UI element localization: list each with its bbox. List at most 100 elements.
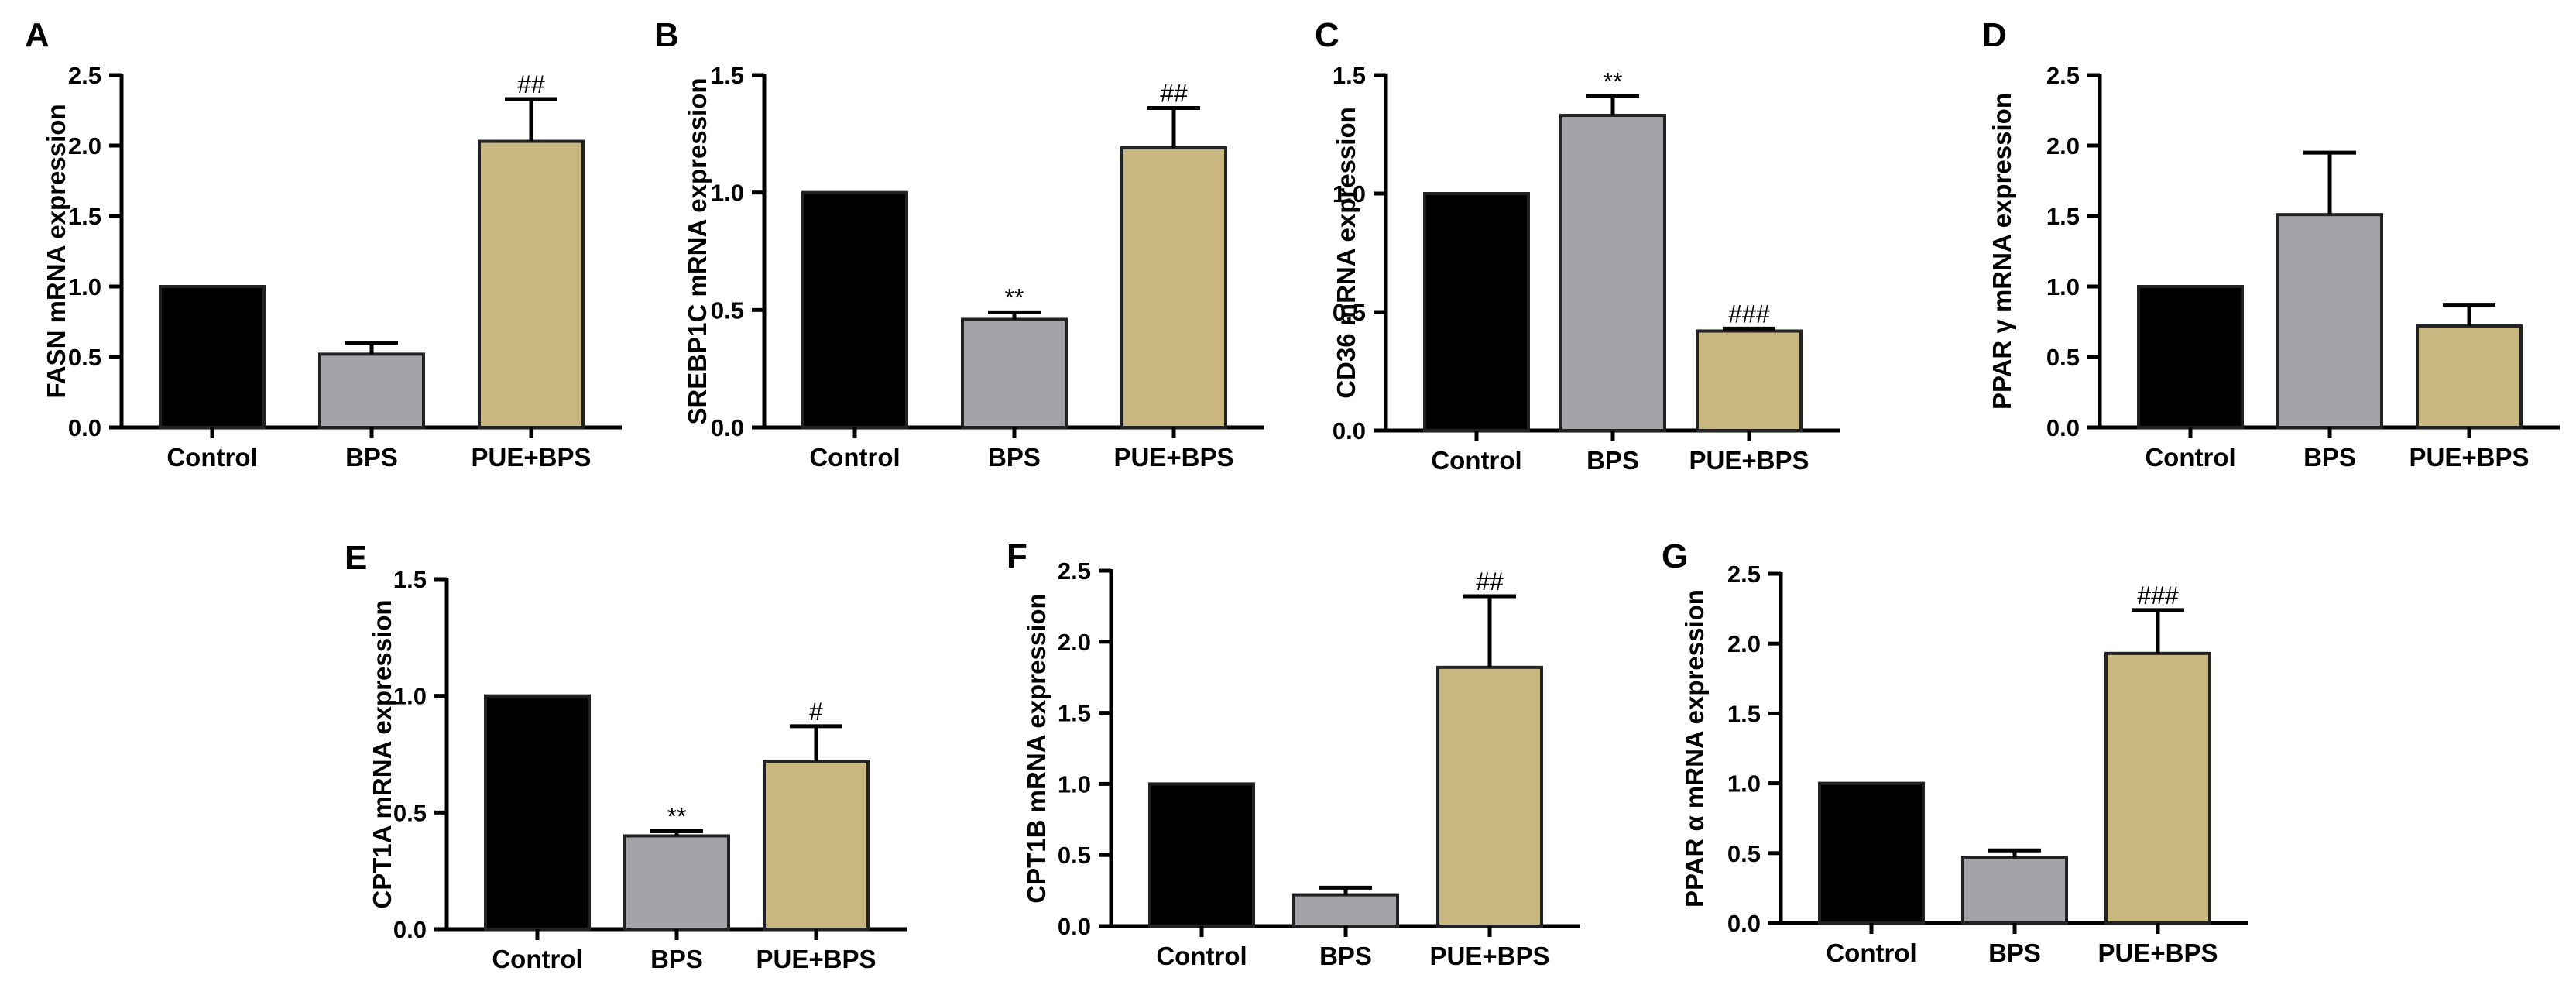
y-tick-label: 0.0: [1727, 910, 1761, 937]
bar-pue-bps: [2416, 324, 2523, 429]
y-tick-label: 1.5: [2046, 203, 2080, 230]
x-tick-label: BPS: [1319, 942, 1372, 970]
x-tick-label: BPS: [988, 443, 1041, 472]
x-tick-label: BPS: [1586, 446, 1639, 475]
y-tick-label: 0.0: [711, 414, 744, 441]
bar-bps: [623, 834, 730, 932]
y-tick-label: 1.5: [68, 203, 101, 230]
y-axis-label: SREBP1C mRNA expression: [683, 77, 712, 424]
y-tick-label: 2.0: [2046, 132, 2080, 160]
significance-mark: **: [667, 802, 687, 830]
bar-control: [1423, 192, 1530, 432]
x-tick-label: Control: [492, 945, 582, 973]
x-tick-label: Control: [809, 443, 900, 472]
y-tick-label: 1.0: [1058, 770, 1091, 798]
y-tick-label: 2.5: [1727, 561, 1761, 588]
y-tick-label: 1.0: [68, 273, 101, 300]
y-tick-label: 1.0: [393, 683, 427, 710]
y-tick-label: 2.0: [68, 132, 101, 160]
significance-mark: ##: [1160, 79, 1188, 107]
panel-letter: E: [345, 539, 367, 577]
x-tick-label: PUE+BPS: [1689, 446, 1809, 475]
bar-bps: [2276, 213, 2383, 429]
y-tick-label: 1.0: [1727, 770, 1761, 798]
y-axis-label: CPT1B mRNA expression: [1022, 593, 1051, 903]
bar-control: [1818, 781, 1925, 925]
x-tick-label: Control: [1431, 446, 1521, 475]
y-tick-label: 0.0: [68, 414, 101, 441]
x-tick-label: Control: [166, 443, 257, 472]
y-tick-label: 1.5: [1727, 700, 1761, 727]
bar-control: [801, 190, 908, 430]
x-tick-label: Control: [2145, 443, 2235, 472]
panel-letter: B: [654, 16, 679, 54]
bar-bps: [1961, 856, 2068, 925]
bar-pue-bps: [478, 139, 585, 429]
y-tick-label: 2.5: [2046, 62, 2080, 89]
y-tick-label: 1.0: [2046, 273, 2080, 300]
y-tick-label: 0.5: [393, 799, 427, 826]
panel-letter: F: [1007, 537, 1027, 575]
bar-control: [159, 285, 266, 429]
panel-letter: D: [1982, 16, 2007, 54]
x-tick-label: PUE+BPS: [1430, 942, 1550, 970]
bar-pue-bps: [1696, 329, 1803, 433]
x-tick-label: PUE+BPS: [472, 443, 592, 472]
x-tick-label: BPS: [650, 945, 703, 973]
y-axis-label: CPT1A mRNA expression: [368, 599, 396, 908]
x-tick-label: Control: [1826, 938, 1916, 967]
bar-bps: [1292, 893, 1399, 928]
y-axis-label: FASN mRNA expression: [42, 104, 70, 398]
y-axis-label: CD36 mRNA expression: [1332, 107, 1360, 399]
x-tick-label: PUE+BPS: [756, 945, 876, 973]
significance-mark: **: [1005, 283, 1024, 311]
chart-panel-f: F CPT1B mRNA expression 0.0 0.5 1.0 1.5 2.0 2.5…: [1007, 537, 1580, 970]
y-tick-label: 0.5: [711, 297, 744, 324]
bar-pue-bps: [2104, 651, 2211, 925]
y-tick-label: 1.5: [1058, 700, 1091, 727]
significance-mark: ##: [1476, 568, 1504, 595]
panel-letter: A: [25, 16, 50, 54]
y-tick-label: 1.5: [393, 566, 427, 593]
y-tick-label: 0.0: [1333, 417, 1366, 444]
y-tick-label: 0.5: [68, 344, 101, 371]
y-tick-label: 0.5: [2046, 344, 2080, 371]
x-tick-label: BPS: [1988, 938, 2041, 967]
x-tick-label: BPS: [2303, 443, 2356, 472]
y-tick-label: 0.5: [1333, 299, 1366, 326]
y-tick-label: 0.0: [2046, 414, 2080, 441]
significance-mark: #: [809, 698, 823, 726]
panel-letter: C: [1315, 16, 1339, 54]
y-tick-label: 2.0: [1727, 630, 1761, 657]
bar-control: [1148, 782, 1255, 928]
bar-pue-bps: [1120, 146, 1227, 430]
y-tick-label: 1.5: [1333, 62, 1366, 89]
bar-control: [484, 694, 591, 932]
significance-mark: ###: [1728, 300, 1770, 328]
x-tick-label: PUE+BPS: [1114, 443, 1234, 472]
x-tick-label: PUE+BPS: [2410, 443, 2530, 472]
significance-mark: ###: [2137, 582, 2179, 609]
y-tick-label: 1.5: [711, 62, 744, 89]
x-tick-label: BPS: [345, 443, 398, 472]
panel-letter: G: [1662, 537, 1688, 575]
chart-panel-d: D PPAR γ mRNA expression 0.0 0.5 1.0 1.5 2.0 2.…: [1982, 16, 2560, 472]
bar-control: [2137, 285, 2244, 429]
y-tick-label: 2.0: [1058, 629, 1091, 656]
significance-mark: **: [1604, 68, 1623, 96]
bar-pue-bps: [763, 760, 870, 931]
x-tick-label: Control: [1156, 942, 1247, 970]
chart-panel-a: A FASN mRNA expression 0.0 0.5 1.0 1.5 2.0 2.5 C…: [25, 16, 622, 472]
bar-bps: [318, 352, 425, 429]
bar-bps: [961, 317, 1068, 430]
chart-panel-g: G PPAR α mRNA expression 0.0 0.5 1.0 1.5 2.0 2.…: [1662, 537, 2248, 967]
y-axis-label: PPAR α mRNA expression: [1680, 589, 1709, 908]
y-tick-label: 0.0: [393, 916, 427, 943]
bar-bps: [1559, 114, 1666, 433]
y-tick-label: 1.0: [711, 180, 744, 207]
x-tick-label: PUE+BPS: [2098, 938, 2218, 967]
y-tick-label: 1.0: [1333, 180, 1366, 208]
